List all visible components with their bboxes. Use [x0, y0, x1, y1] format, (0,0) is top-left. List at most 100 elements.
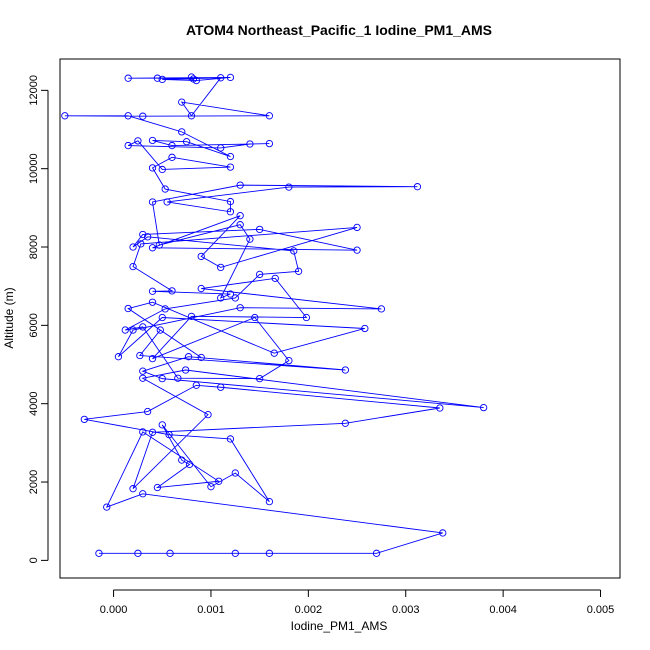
plot-area — [61, 73, 488, 557]
data-point — [197, 284, 205, 293]
data-point — [134, 549, 142, 557]
x-axis: 0.000 0.001 0.002 0.003 0.004 0.005 — [100, 589, 615, 616]
data-point — [226, 290, 235, 298]
data-point — [161, 305, 169, 313]
y-tick-label: 8000 — [28, 235, 40, 259]
data-point — [155, 241, 163, 249]
data-point — [153, 483, 162, 492]
data-point — [182, 137, 191, 146]
data-point — [192, 381, 201, 389]
data-point — [139, 490, 147, 498]
data-point — [139, 323, 147, 331]
data-point — [124, 304, 132, 313]
data-point — [129, 485, 137, 493]
data-point — [353, 223, 361, 232]
data-point — [80, 415, 89, 424]
y-axis-label: Altitude (m) — [2, 287, 16, 348]
data-point — [226, 73, 235, 82]
data-point — [143, 233, 152, 241]
data-point — [121, 326, 129, 334]
data-point — [236, 304, 244, 312]
data-point — [255, 225, 264, 234]
data-point — [158, 374, 166, 383]
data-point — [143, 407, 152, 416]
x-axis-label: Iodine_PM1_AMS — [291, 619, 388, 633]
data-point — [361, 324, 369, 333]
data-point — [271, 274, 279, 282]
data-point — [231, 469, 239, 477]
data-point — [255, 270, 264, 279]
data-point — [178, 456, 186, 464]
y-axis: 0 2000 4000 6000 8000 10000 12000 — [28, 75, 49, 563]
data-point — [217, 294, 225, 302]
data-point — [226, 208, 235, 216]
data-point — [168, 287, 176, 295]
data-point — [148, 298, 157, 306]
data-point — [265, 112, 274, 120]
data-point — [124, 74, 132, 82]
data-point — [148, 164, 157, 172]
data-point — [436, 404, 444, 412]
data-point — [246, 235, 254, 243]
x-tick-label: 0.005 — [587, 604, 615, 616]
data-point — [139, 367, 147, 375]
data-point — [217, 74, 225, 82]
y-tick-label: 0 — [28, 557, 40, 563]
data-point — [187, 312, 196, 320]
data-point — [139, 428, 147, 436]
data-point — [181, 366, 190, 374]
data-point — [372, 549, 381, 557]
data-point — [129, 262, 137, 271]
data-point — [479, 403, 488, 412]
data-point — [129, 326, 137, 334]
data-point — [215, 477, 223, 485]
data-point — [255, 374, 264, 383]
data-point — [163, 198, 171, 206]
data-point — [168, 153, 176, 161]
data-point — [290, 247, 298, 255]
data-point — [124, 112, 132, 120]
data-point — [148, 287, 157, 295]
data-point — [285, 356, 293, 365]
data-point — [265, 139, 274, 148]
data-point — [226, 163, 235, 171]
data-point — [139, 374, 147, 382]
data-point — [302, 313, 311, 322]
data-point — [156, 326, 164, 334]
data-point — [353, 246, 361, 254]
data-point — [197, 252, 205, 261]
data-point — [236, 181, 244, 189]
data-point — [197, 353, 205, 362]
data-point — [204, 411, 212, 419]
x-tick-label: 0.004 — [489, 604, 517, 616]
data-point — [246, 140, 254, 148]
data-point — [153, 74, 162, 82]
data-point — [231, 549, 239, 557]
data-point — [148, 428, 157, 436]
data-point — [137, 240, 145, 248]
data-point — [285, 183, 293, 191]
data-point — [217, 383, 225, 391]
data-point — [270, 349, 278, 357]
chart-title: ATOM4 Northeast_Pacific_1 Iodine_PM1_AMS — [186, 22, 492, 38]
data-point — [217, 263, 225, 272]
data-point — [124, 141, 132, 150]
data-point — [165, 430, 173, 439]
data-point — [189, 75, 198, 83]
data-point — [226, 435, 235, 443]
data-point — [174, 374, 182, 382]
data-point — [148, 354, 157, 363]
y-tick-label: 2000 — [28, 470, 40, 494]
data-point — [341, 366, 350, 374]
data-point — [61, 112, 69, 120]
data-point — [158, 165, 166, 174]
data-point — [236, 221, 244, 229]
data-point — [439, 529, 447, 537]
data-point — [207, 483, 215, 491]
data-point — [114, 353, 123, 361]
data-point — [294, 267, 303, 275]
plot-frame — [59, 58, 621, 579]
data-point — [236, 212, 244, 220]
